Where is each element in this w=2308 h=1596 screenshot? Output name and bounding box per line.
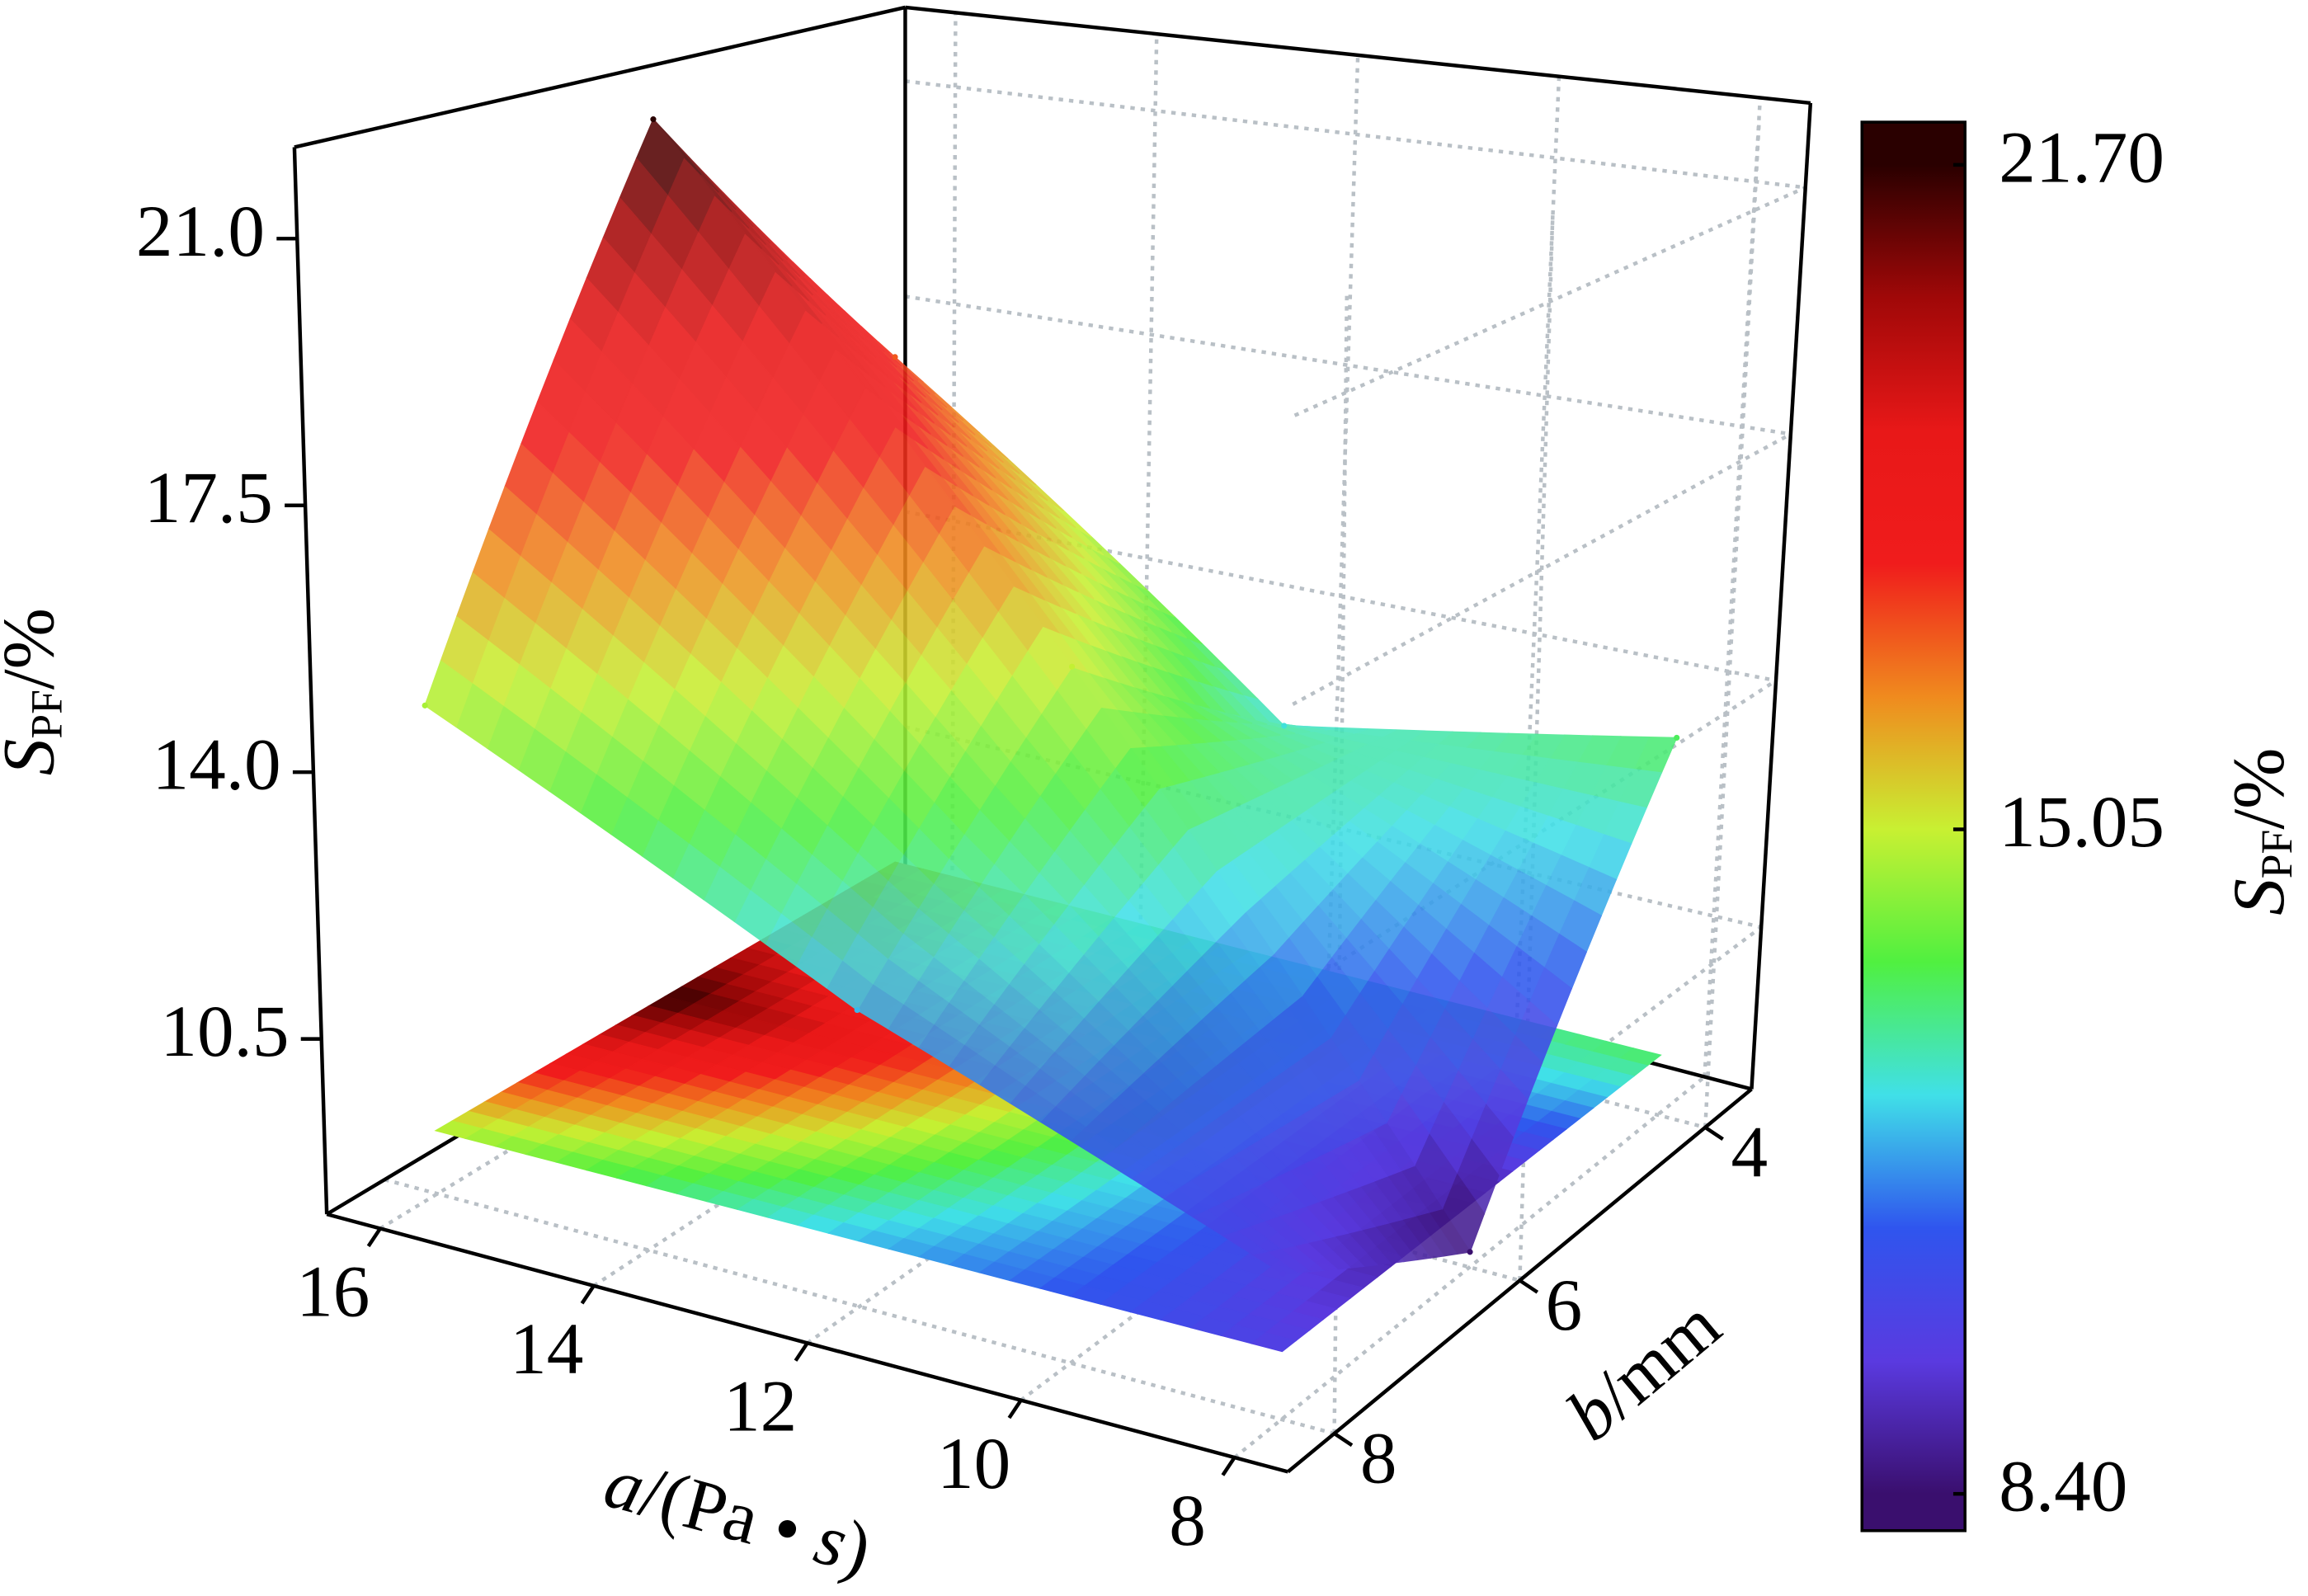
grid-line <box>905 79 1806 190</box>
surface-point <box>422 702 428 709</box>
z-tick-label: 21.0 <box>136 191 265 272</box>
cb-label-subscript: PF <box>2252 830 2301 879</box>
y-tick-label: 8 <box>1360 1419 1397 1499</box>
cb-label-symbol: S <box>2219 878 2300 916</box>
x-label-part: /(Pa • <box>632 1452 827 1576</box>
z-tick-label: 10.5 <box>160 991 289 1072</box>
x-tick <box>580 1284 596 1305</box>
y-tick <box>1519 1278 1539 1294</box>
front-layer: 10.5 14.0 17.5 21.0 16 14 12 10 8 4 6 8 <box>136 116 1768 1561</box>
z-axis-label: SPF/% <box>0 608 72 775</box>
grid-line <box>1292 432 1792 706</box>
y-tick <box>1704 1125 1724 1141</box>
grid-line <box>1703 97 1763 1077</box>
y-tick-label: 4 <box>1731 1113 1768 1193</box>
x-tick-label: 12 <box>723 1366 797 1447</box>
z-label-subscript: PF <box>22 690 72 739</box>
y-tick <box>1333 1432 1354 1448</box>
z-tick-label: 14.0 <box>153 725 281 806</box>
colorbar-tick-label: 8.40 <box>1999 1447 2127 1528</box>
box-edge <box>294 5 906 149</box>
surface-point <box>1467 1249 1473 1255</box>
x-tick <box>366 1227 382 1248</box>
z-label-symbol: S <box>0 739 70 776</box>
surface-point <box>1279 1270 1286 1277</box>
x-axis-label: a/(Pa • s) <box>596 1443 879 1591</box>
colorbar-label: SPF/% <box>2219 748 2301 916</box>
surface-cell <box>424 660 473 728</box>
box-edge <box>905 5 1811 106</box>
grid-line <box>1233 1075 1706 1459</box>
grid-line <box>1703 124 1761 1128</box>
y-tick-label: 6 <box>1546 1265 1583 1346</box>
x-tick-label: 14 <box>510 1309 583 1390</box>
surface-point <box>892 354 898 360</box>
colorbar-tick-label: 21.70 <box>1999 117 2164 198</box>
x-tick-label: 16 <box>296 1252 370 1333</box>
x-tick-label: 8 <box>1169 1481 1206 1561</box>
surface-point <box>650 116 657 123</box>
cb-label-unit: /% <box>2219 748 2300 830</box>
z-tick-label: 17.5 <box>144 458 273 539</box>
surface <box>424 118 1678 1274</box>
surface-point <box>854 1007 860 1014</box>
box-edge <box>1750 102 1813 1090</box>
colorbar <box>1860 120 1967 1532</box>
surface-point <box>1281 723 1288 729</box>
surface-point <box>1069 663 1076 670</box>
surface-point <box>1674 734 1680 742</box>
x-tick <box>1221 1456 1236 1476</box>
x-tick-label: 10 <box>937 1424 1010 1504</box>
x-tick <box>1007 1399 1023 1419</box>
floor-cell <box>1251 1332 1298 1353</box>
colorbar-tick-label: 15.05 <box>1999 782 2164 863</box>
x-tick <box>794 1342 809 1362</box>
z-label-unit: /% <box>0 608 70 690</box>
box-edge <box>292 147 329 1215</box>
